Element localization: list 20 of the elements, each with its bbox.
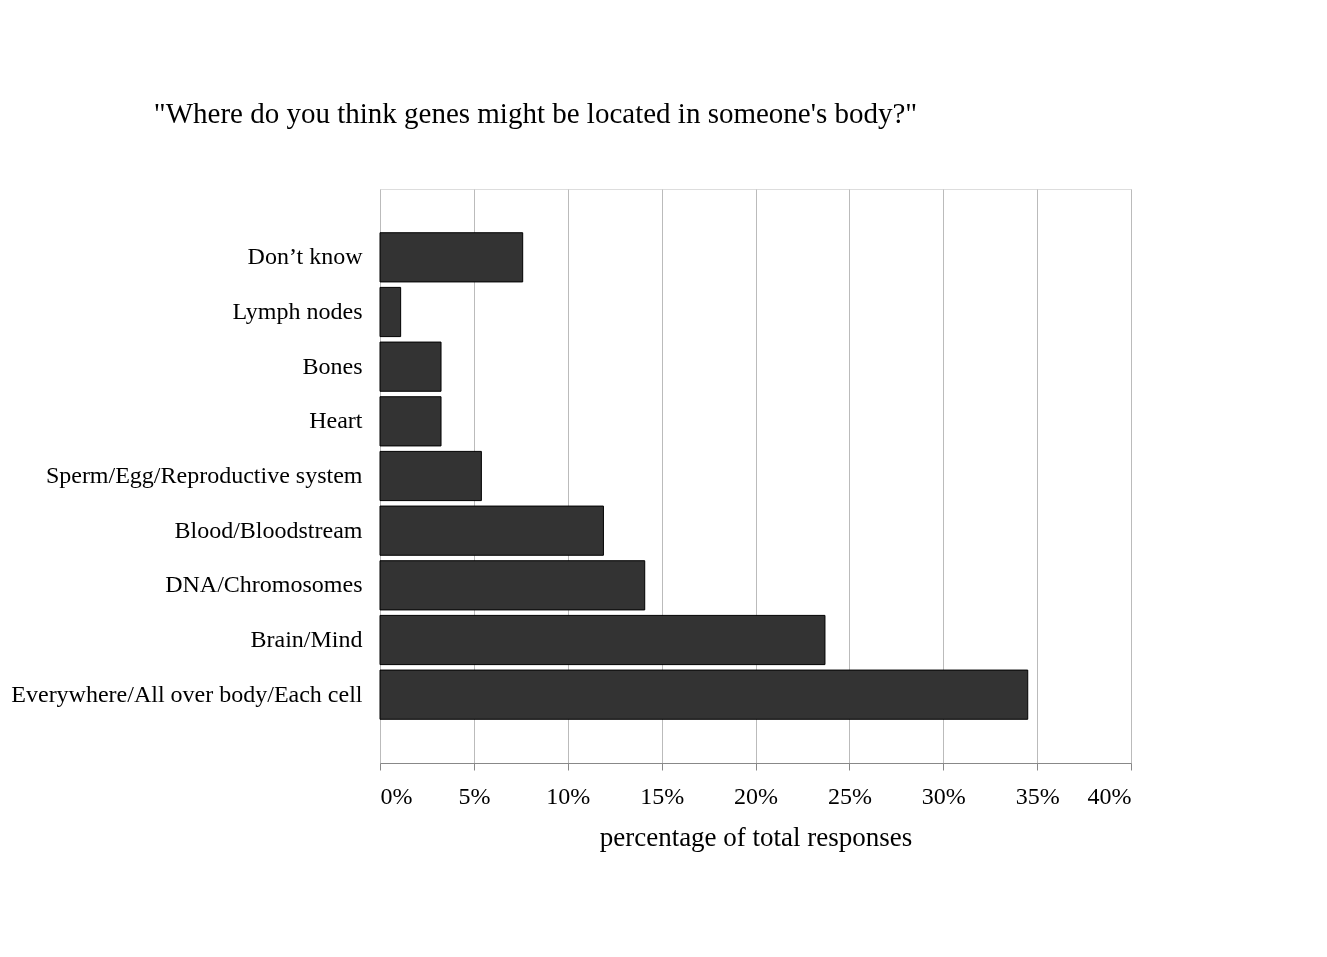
- y-tick-label: Bones: [302, 352, 363, 379]
- y-tick-label: Lymph nodes: [232, 298, 363, 324]
- x-tick-label: 25%: [827, 782, 872, 809]
- y-tick-label: Brain/Mind: [250, 626, 363, 652]
- x-axis-title: percentage of total responses: [599, 821, 913, 852]
- y-tick-label: Don’t know: [247, 243, 364, 270]
- y-tick-label: Sperm/Egg/Reproductive system: [45, 462, 363, 488]
- x-tick-label: 40%: [1087, 782, 1132, 809]
- chart-title: "Where do you think genes might be located in someone's body?": [153, 97, 918, 129]
- y-tick-label: Blood/Bloodstream: [174, 516, 363, 543]
- x-tick-label: 15%: [640, 782, 685, 809]
- x-tick-label: 30%: [921, 782, 966, 809]
- y-tick-label: DNA/Chromosomes: [165, 571, 363, 598]
- x-tick-label: 5%: [458, 782, 491, 809]
- x-tick-label: 35%: [1015, 782, 1060, 809]
- x-tick-label: 10%: [546, 782, 591, 809]
- y-tick-label: Everywhere/All over body/Each cell: [11, 680, 363, 707]
- y-tick-label: Heart: [309, 407, 363, 434]
- x-tick-label: 0%: [380, 782, 413, 809]
- x-tick-label: 20%: [734, 782, 778, 809]
